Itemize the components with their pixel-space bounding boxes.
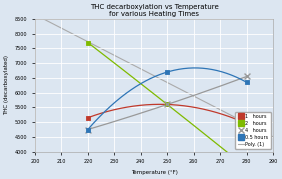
Point <box>244 75 249 78</box>
Point <box>165 71 169 73</box>
X-axis label: Temperature (°F): Temperature (°F) <box>131 170 177 175</box>
Point <box>85 128 90 131</box>
Y-axis label: THC (decarboxylated): THC (decarboxylated) <box>4 55 9 115</box>
Point <box>85 116 90 119</box>
Point <box>244 122 249 125</box>
Point <box>85 41 90 44</box>
Point <box>165 103 169 106</box>
Point <box>85 128 90 131</box>
Point <box>244 166 249 169</box>
Legend: 1   hours, 2   hours, 4   hours, 0.5 hours, Poly. (1): 1 hours, 2 hours, 4 hours, 0.5 hours, Po… <box>235 112 271 149</box>
Point <box>165 103 169 106</box>
Point <box>244 81 249 84</box>
Title: THC decarboxylation vs Temperature
for various Heating Times: THC decarboxylation vs Temperature for v… <box>90 4 219 17</box>
Point <box>165 103 169 106</box>
